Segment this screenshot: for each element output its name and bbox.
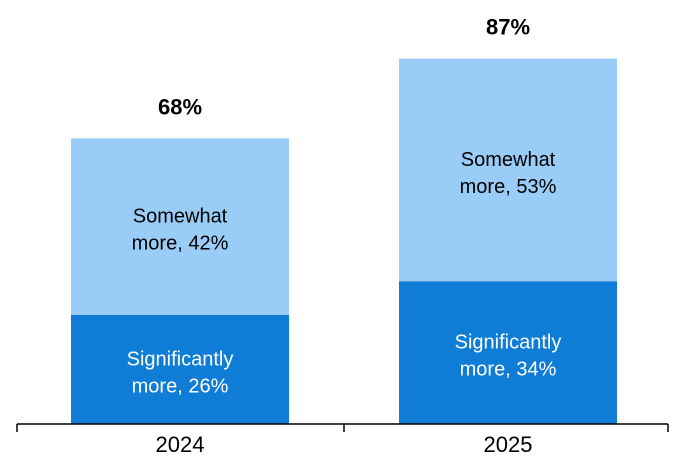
total-label-2024: 68% [158, 94, 202, 119]
segment-label-somewhat-2024: Somewhat more, 42% [132, 206, 229, 255]
segment-label-significantly-2025: Significantly more, 34% [455, 332, 562, 381]
x-tick-label-2025: 2025 [484, 432, 533, 457]
x-axis [16, 423, 669, 432]
bar-significantly-2025 [399, 281, 617, 424]
segment-label-significantly-2024: Significantly more, 26% [127, 348, 234, 397]
bar-somewhat-2024 [71, 138, 289, 315]
bar-significantly-2024 [71, 314, 289, 424]
bar-somewhat-2025 [399, 58, 617, 282]
label-group: Significantly more, 26% Somewhat more, 42% 6… [127, 15, 562, 457]
bar-group [71, 58, 617, 424]
segment-label-somewhat-2025: Somewhat more, 53% [460, 149, 557, 198]
total-label-2025: 87% [486, 15, 530, 40]
x-tick-label-2024: 2024 [156, 432, 205, 457]
